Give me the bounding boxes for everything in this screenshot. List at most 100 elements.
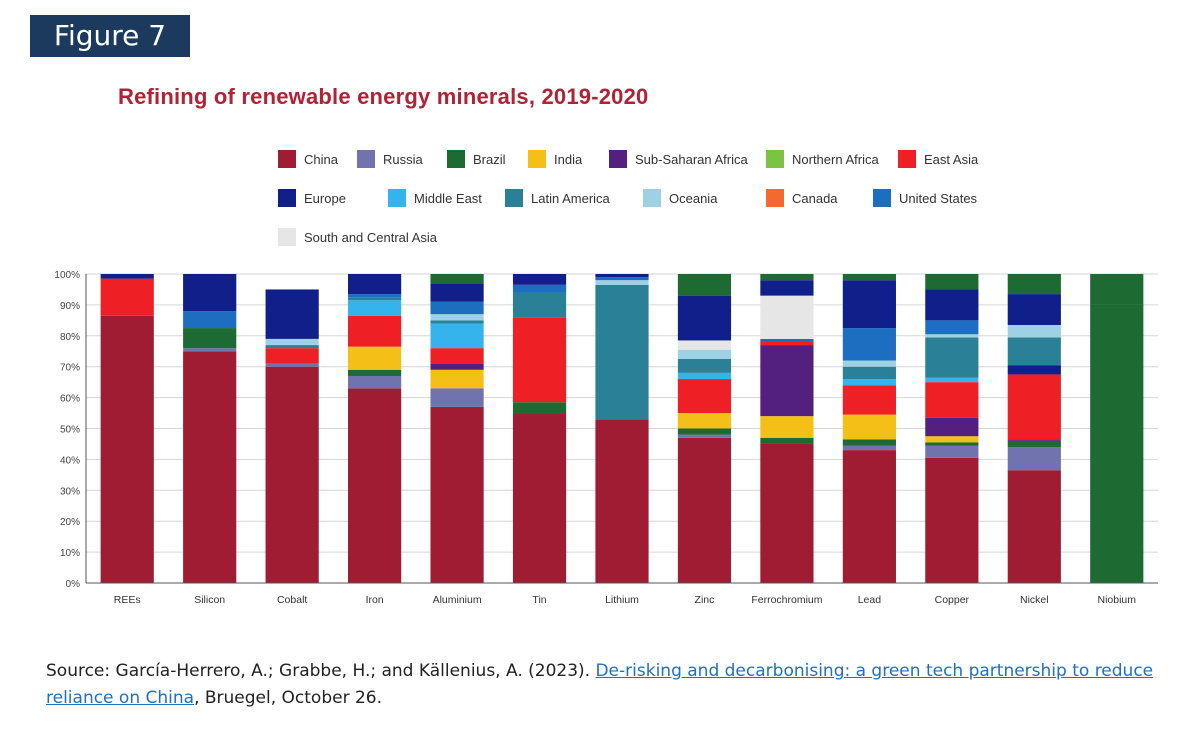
bar-segment xyxy=(183,311,237,329)
bar-segment xyxy=(842,366,896,380)
x-tick-label: Lithium xyxy=(605,594,639,606)
bar-segment xyxy=(925,274,979,290)
x-tick-label: Aluminium xyxy=(433,594,482,606)
bar-segment xyxy=(677,340,732,350)
bar-segment xyxy=(348,297,402,301)
bar-segment xyxy=(100,315,154,583)
bar-segment xyxy=(348,294,402,298)
bar-segment xyxy=(677,349,732,359)
bar-segment xyxy=(925,320,979,335)
bar-segment xyxy=(100,274,154,279)
bar-segment xyxy=(1090,274,1144,305)
legend-label: Brazil xyxy=(473,151,506,167)
legend-swatch xyxy=(873,189,891,207)
legend-label: Middle East xyxy=(414,190,482,206)
bar-segment xyxy=(348,369,402,376)
bar-segment xyxy=(925,289,979,321)
bar-segment xyxy=(348,375,402,389)
bar-segment xyxy=(760,437,814,444)
bar-segment xyxy=(595,277,649,281)
bar-segment xyxy=(842,385,896,415)
bar-segment xyxy=(1007,294,1061,325)
bar-segment xyxy=(842,280,896,329)
bar-segment xyxy=(595,284,649,420)
bar-segment xyxy=(348,315,402,347)
bar-segment xyxy=(512,284,567,293)
legend-item-canada: Canada xyxy=(766,189,838,207)
legend-swatch xyxy=(609,150,627,168)
legend-swatch xyxy=(898,150,916,168)
bar-segment xyxy=(100,278,154,316)
bar-segment xyxy=(265,363,319,367)
source-prefix: Source: García-Herrero, A.; Grabbe, H.; … xyxy=(46,661,596,681)
legend-item-oceania: Oceania xyxy=(643,189,717,207)
legend-label: Europe xyxy=(304,190,346,206)
bar-segment xyxy=(677,295,732,341)
legend-swatch xyxy=(388,189,406,207)
legend-item-northern-africa: Northern Africa xyxy=(766,150,879,168)
legend-item-east-asia: East Asia xyxy=(898,150,978,168)
source-suffix: , Bruegel, October 26. xyxy=(194,688,383,708)
bar-segment xyxy=(1007,470,1061,583)
bar-segment xyxy=(842,450,896,583)
bar-segment xyxy=(925,442,979,446)
y-tick-label: 80% xyxy=(60,332,80,343)
legend-label: East Asia xyxy=(924,151,979,167)
bar-segment xyxy=(760,416,814,438)
y-tick-label: 10% xyxy=(60,548,80,559)
source-citation: Source: García-Herrero, A.; Grabbe, H.; … xyxy=(46,658,1176,712)
legend-item-brazil: Brazil xyxy=(447,150,506,168)
bar-segment xyxy=(1007,440,1061,448)
bar-segment xyxy=(677,274,732,296)
bar-segment xyxy=(925,334,979,338)
figure-label: Figure 7 xyxy=(30,15,190,57)
x-tick-label: Iron xyxy=(366,594,384,606)
bar-segment xyxy=(1090,304,1144,583)
source-link[interactable]: De-risking and decarbonising: a green te… xyxy=(46,661,1154,708)
bar-segment xyxy=(677,437,732,583)
bar-segment xyxy=(595,280,649,285)
bar-segment xyxy=(265,289,319,339)
bar-segment xyxy=(925,377,979,383)
x-tick-label: REEs xyxy=(114,594,141,606)
bar-segment xyxy=(1007,274,1061,295)
bar-segment xyxy=(430,314,484,321)
y-tick-label: 50% xyxy=(60,425,80,436)
legend-label: India xyxy=(554,151,583,167)
legend-item-europe: Europe xyxy=(278,189,346,207)
y-tick-label: 70% xyxy=(60,363,80,374)
bar-segment xyxy=(430,406,484,583)
bar-segment xyxy=(512,317,567,403)
bar-segment xyxy=(430,369,484,389)
bar-segment xyxy=(1007,374,1061,440)
legend-label: United States xyxy=(899,190,978,206)
bar-segment xyxy=(925,417,979,437)
bar-segment xyxy=(677,372,732,380)
bar-segment xyxy=(925,436,979,443)
bar-segment xyxy=(760,443,814,583)
bar-segment xyxy=(430,283,484,302)
bar-segment xyxy=(925,337,979,378)
legend-label: Latin America xyxy=(531,190,610,206)
bar-segment xyxy=(430,348,484,364)
bar-segment xyxy=(430,323,484,349)
y-tick-label: 0% xyxy=(66,579,81,590)
bar-segment xyxy=(842,274,896,281)
bar-segment xyxy=(760,341,814,346)
legend-item-latin-america: Latin America xyxy=(505,189,610,207)
bar-segment xyxy=(925,457,979,583)
x-tick-label: Lead xyxy=(858,594,882,606)
legend-label: Oceania xyxy=(669,190,718,206)
legend-swatch xyxy=(766,189,784,207)
bar-segment xyxy=(595,419,649,583)
legend-item-russia: Russia xyxy=(357,150,423,168)
x-tick-label: Silicon xyxy=(194,594,225,606)
bar-segment xyxy=(512,413,567,583)
bar-segment xyxy=(1007,337,1061,366)
bar-segment xyxy=(842,414,896,440)
bar-segment xyxy=(348,388,402,583)
bar-segment xyxy=(1007,439,1061,441)
legend-swatch xyxy=(505,189,523,207)
bar-segment xyxy=(842,360,896,367)
legend-item-china: China xyxy=(278,150,338,168)
